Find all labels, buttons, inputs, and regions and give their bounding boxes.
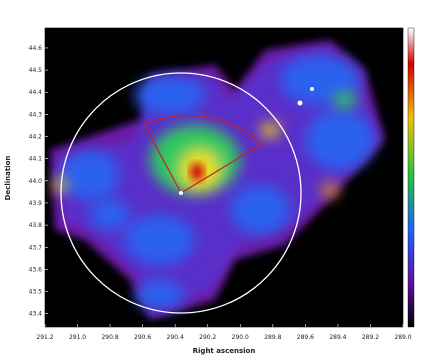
y-tick-label: 44.1 [29, 156, 43, 163]
y-tick-label: 43.6 [29, 266, 43, 273]
image [50, 40, 385, 320]
colorbar [407, 27, 415, 328]
y-tick-label: 43.5 [29, 289, 43, 296]
y-tick-label: 44.5 [29, 67, 43, 74]
x-tick-label: 289.4 [329, 334, 346, 341]
x-tick-label: 290.6 [134, 334, 151, 341]
x-tick-label: 289.8 [264, 334, 281, 341]
y-tick-label: 44.2 [29, 134, 43, 141]
x-tick-label: 290.2 [199, 334, 216, 341]
x-tick-label: 290.8 [101, 334, 118, 341]
y-tick-label: 44.4 [29, 89, 43, 96]
y-tick-label: 43.7 [29, 244, 43, 251]
x-tick-label: 291.2 [36, 334, 53, 341]
y-tick-label: 44.3 [29, 111, 43, 118]
x-tick-label: 289.6 [297, 334, 314, 341]
y-axis-label: Declination [4, 156, 12, 201]
y-tick-label: 44.6 [29, 45, 43, 52]
y-tick-label: 44.0 [29, 178, 43, 185]
x-axis-label: Right ascension [193, 347, 256, 355]
x-tick-label: 290.4 [167, 334, 184, 341]
x-tick-label: 291.0 [69, 334, 86, 341]
y-tick-label: 43.9 [29, 200, 43, 207]
y-tick-label: 43.4 [29, 311, 43, 318]
x-tick-label: 289.0 [394, 334, 411, 341]
y-tick-label: 43.8 [29, 222, 43, 229]
x-tick-label: 290.0 [232, 334, 249, 341]
x-tick-label: 289.2 [362, 334, 379, 341]
plot-frame [44, 27, 404, 328]
